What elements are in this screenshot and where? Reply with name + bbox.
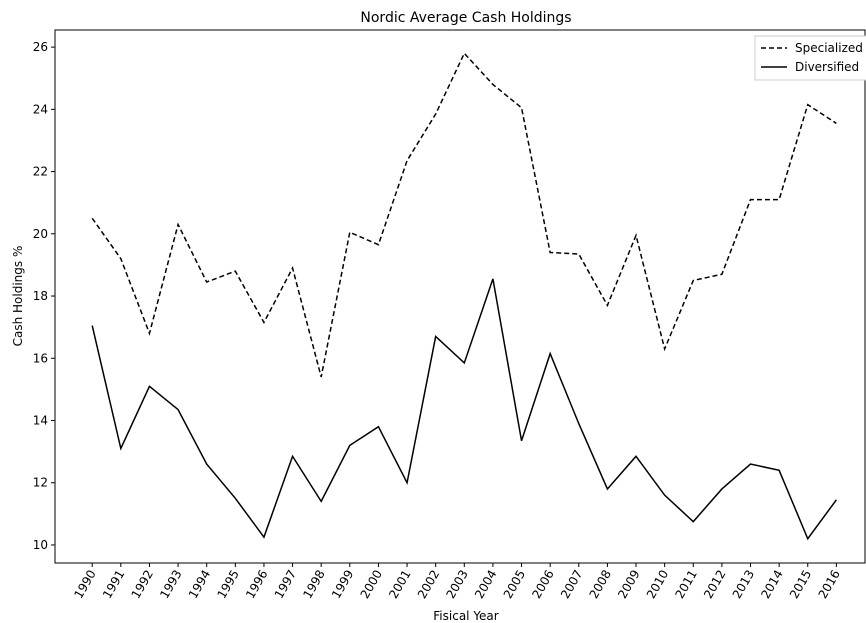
y-tick-label: 10	[33, 538, 48, 552]
x-tick-label: 2000	[358, 568, 385, 601]
plot-frame	[54, 29, 866, 564]
x-tick-label: 2003	[443, 568, 470, 601]
x-tick-label: 2009	[615, 568, 642, 601]
x-tick-label: 1996	[243, 568, 270, 601]
y-tick-label: 14	[33, 413, 48, 427]
series-line	[91, 52, 837, 378]
y-tick-label: 16	[33, 351, 48, 365]
x-tick-label: 2007	[558, 568, 585, 601]
x-tick-label: 2013	[730, 568, 757, 601]
legend-label: Diversified	[795, 60, 859, 74]
x-tick-label: 1991	[100, 568, 127, 601]
x-tick-label: 1994	[186, 568, 213, 601]
x-tick-label: 2016	[816, 568, 843, 601]
x-tick-label: 2008	[587, 568, 614, 601]
y-tick-label: 12	[33, 476, 48, 490]
x-tick-label: 1990	[71, 568, 98, 601]
x-tick-label: 2006	[529, 568, 556, 601]
legend-label: Specialized	[795, 41, 863, 55]
chart-title: Nordic Average Cash Holdings	[360, 10, 571, 26]
y-tick-label: 22	[33, 165, 48, 179]
x-tick-label: 1997	[272, 568, 299, 601]
legend-box	[754, 35, 866, 81]
x-tick-label: 1992	[129, 568, 156, 601]
x-tick-label: 2010	[644, 568, 671, 601]
x-tick-label: 1999	[329, 568, 356, 601]
y-tick-label: 26	[33, 40, 48, 54]
x-tick-label: 1995	[215, 568, 242, 601]
x-axis-label: Fisical Year	[433, 609, 499, 623]
x-tick-label: 2005	[501, 568, 528, 601]
x-tick-label: 2015	[787, 568, 814, 601]
x-tick-label: 2014	[758, 568, 785, 601]
x-tick-label: 1998	[300, 568, 327, 601]
y-tick-label: 24	[33, 102, 48, 116]
y-tick-label: 20	[33, 227, 48, 241]
x-tick-label: 2002	[415, 568, 442, 601]
series-line	[91, 278, 837, 541]
y-tick-label: 18	[33, 289, 48, 303]
x-tick-label: 2011	[672, 568, 699, 601]
x-tick-label: 1993	[157, 568, 184, 601]
x-tick-label: 2004	[472, 568, 499, 601]
y-axis-label: Cash Holdings %	[11, 246, 25, 347]
x-tick-label: 2012	[701, 568, 728, 601]
x-tick-label: 2001	[386, 568, 413, 601]
